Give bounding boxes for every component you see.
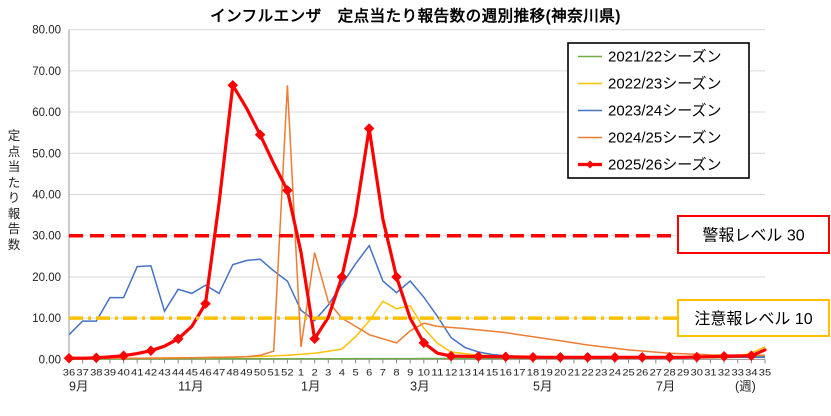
svg-text:60.00: 60.00 bbox=[32, 107, 61, 119]
svg-text:24: 24 bbox=[609, 367, 621, 378]
svg-text:8: 8 bbox=[393, 367, 399, 378]
svg-text:52: 52 bbox=[281, 367, 293, 378]
svg-text:点: 点 bbox=[8, 145, 21, 159]
svg-text:5月: 5月 bbox=[533, 379, 552, 393]
svg-text:34: 34 bbox=[745, 367, 757, 378]
svg-text:47: 47 bbox=[213, 367, 225, 378]
svg-text:19: 19 bbox=[540, 367, 552, 378]
svg-text:32: 32 bbox=[718, 367, 730, 378]
svg-text:23: 23 bbox=[595, 367, 607, 378]
svg-text:報: 報 bbox=[8, 207, 21, 221]
svg-text:35: 35 bbox=[759, 367, 771, 378]
svg-text:4: 4 bbox=[339, 367, 345, 378]
svg-text:15: 15 bbox=[486, 367, 498, 378]
svg-text:17: 17 bbox=[513, 367, 525, 378]
svg-text:5: 5 bbox=[352, 367, 358, 378]
svg-text:70.00: 70.00 bbox=[32, 66, 61, 78]
svg-text:46: 46 bbox=[199, 367, 211, 378]
svg-text:告: 告 bbox=[8, 222, 21, 236]
svg-text:50.00: 50.00 bbox=[32, 148, 61, 160]
svg-text:80.00: 80.00 bbox=[32, 25, 61, 37]
svg-text:0.00: 0.00 bbox=[39, 354, 61, 366]
svg-text:(週): (週) bbox=[735, 379, 756, 393]
svg-text:12: 12 bbox=[445, 367, 457, 378]
svg-text:18: 18 bbox=[527, 367, 539, 378]
svg-text:16: 16 bbox=[500, 367, 512, 378]
svg-text:2024/25シーズン: 2024/25シーズン bbox=[608, 130, 721, 147]
svg-text:39: 39 bbox=[104, 367, 116, 378]
svg-text:2023/24シーズン: 2023/24シーズン bbox=[608, 103, 721, 120]
svg-text:42: 42 bbox=[145, 367, 157, 378]
svg-text:6: 6 bbox=[366, 367, 372, 378]
svg-text:22: 22 bbox=[581, 367, 593, 378]
svg-text:数: 数 bbox=[8, 237, 21, 252]
svg-text:11月: 11月 bbox=[178, 379, 203, 393]
svg-text:2: 2 bbox=[312, 367, 318, 378]
svg-text:21: 21 bbox=[568, 367, 580, 378]
svg-text:36: 36 bbox=[63, 367, 75, 378]
svg-text:43: 43 bbox=[158, 367, 170, 378]
svg-text:10.00: 10.00 bbox=[32, 313, 61, 325]
svg-text:1月: 1月 bbox=[301, 379, 320, 393]
svg-text:警報レベル 30: 警報レベル 30 bbox=[702, 227, 804, 245]
svg-text:定: 定 bbox=[8, 128, 21, 143]
svg-text:2022/23シーズン: 2022/23シーズン bbox=[608, 76, 721, 93]
svg-text:10: 10 bbox=[418, 367, 430, 378]
svg-text:48: 48 bbox=[227, 367, 239, 378]
svg-text:28: 28 bbox=[663, 367, 675, 378]
svg-text:45: 45 bbox=[186, 367, 198, 378]
svg-text:7月: 7月 bbox=[656, 379, 675, 393]
svg-text:1: 1 bbox=[298, 367, 304, 378]
svg-text:31: 31 bbox=[704, 367, 716, 378]
svg-text:20.00: 20.00 bbox=[32, 272, 61, 284]
svg-text:9: 9 bbox=[407, 367, 413, 378]
svg-text:25: 25 bbox=[622, 367, 634, 378]
svg-text:14: 14 bbox=[472, 367, 484, 378]
svg-text:38: 38 bbox=[90, 367, 102, 378]
svg-text:37: 37 bbox=[76, 367, 88, 378]
svg-text:11: 11 bbox=[431, 367, 443, 378]
svg-text:51: 51 bbox=[268, 367, 280, 378]
svg-text:50: 50 bbox=[254, 367, 266, 378]
svg-text:注意報レベル 10: 注意報レベル 10 bbox=[694, 309, 812, 328]
svg-text:13: 13 bbox=[459, 367, 471, 378]
svg-text:27: 27 bbox=[650, 367, 662, 378]
svg-text:3月: 3月 bbox=[410, 379, 429, 393]
svg-text:33: 33 bbox=[732, 367, 744, 378]
svg-text:当: 当 bbox=[8, 160, 21, 174]
svg-text:り: り bbox=[8, 191, 21, 205]
svg-text:44: 44 bbox=[172, 367, 184, 378]
svg-text:2025/26シーズン: 2025/26シーズン bbox=[608, 157, 721, 174]
svg-text:30: 30 bbox=[691, 367, 703, 378]
svg-text:40.00: 40.00 bbox=[32, 190, 61, 202]
svg-text:49: 49 bbox=[240, 367, 252, 378]
svg-text:26: 26 bbox=[636, 367, 648, 378]
svg-text:40: 40 bbox=[117, 367, 129, 378]
svg-text:3: 3 bbox=[325, 367, 331, 378]
svg-text:9月: 9月 bbox=[69, 379, 88, 393]
svg-text:た: た bbox=[8, 176, 21, 190]
svg-text:41: 41 bbox=[131, 367, 143, 378]
svg-text:30.00: 30.00 bbox=[32, 231, 61, 243]
svg-text:2021/22シーズン: 2021/22シーズン bbox=[608, 49, 721, 66]
svg-text:20: 20 bbox=[554, 367, 566, 378]
svg-text:29: 29 bbox=[677, 367, 689, 378]
svg-text:7: 7 bbox=[380, 367, 386, 378]
